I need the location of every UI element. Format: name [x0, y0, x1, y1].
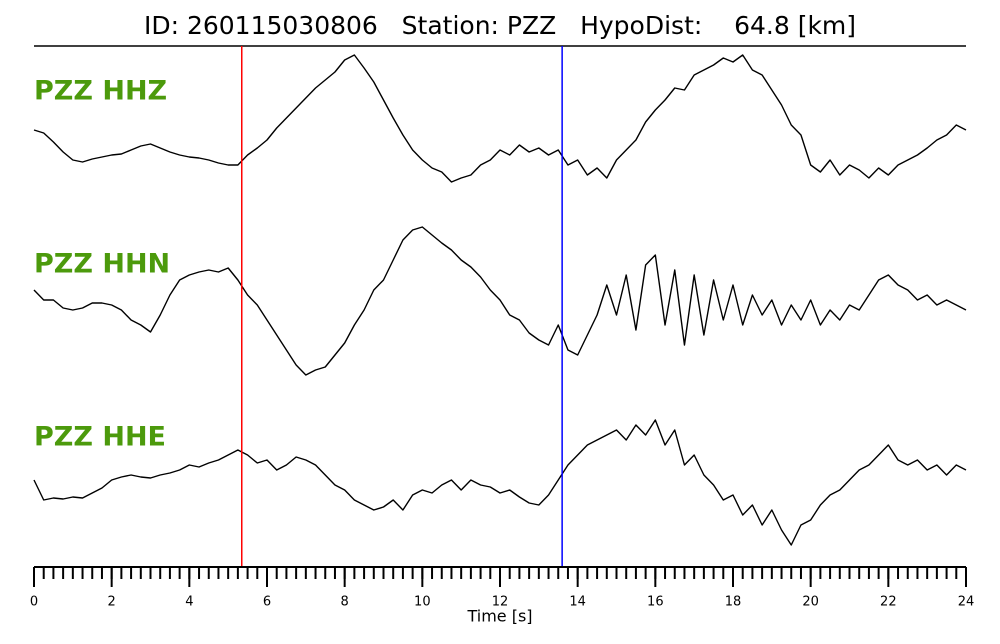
x-tick-label: 16 [647, 595, 664, 610]
x-tick-label: 2 [108, 595, 116, 610]
x-tick-label: 6 [263, 595, 271, 610]
trace [33, 419, 967, 546]
x-tick-label: 12 [492, 595, 509, 610]
trace [33, 54, 967, 183]
trace-label: PZZ HHZ [34, 76, 167, 107]
trace-label: PZZ HHE [34, 422, 166, 453]
chart-title: ID: 260115030806 Station: PZZ HypoDist: … [144, 11, 856, 40]
x-tick-label: 14 [569, 595, 586, 610]
trace [33, 226, 967, 376]
x-tick-label: 20 [802, 595, 819, 610]
x-tick-label: 24 [958, 595, 975, 610]
x-tick-label: 0 [30, 595, 38, 610]
x-tick-label: 8 [341, 595, 349, 610]
x-tick-label: 18 [725, 595, 742, 610]
x-tick-label: 10 [414, 595, 431, 610]
x-axis-label: Time [s] [466, 607, 532, 626]
trace-label: PZZ HHN [34, 249, 170, 280]
x-tick-label: 4 [185, 595, 193, 610]
x-tick-label: 22 [880, 595, 897, 610]
